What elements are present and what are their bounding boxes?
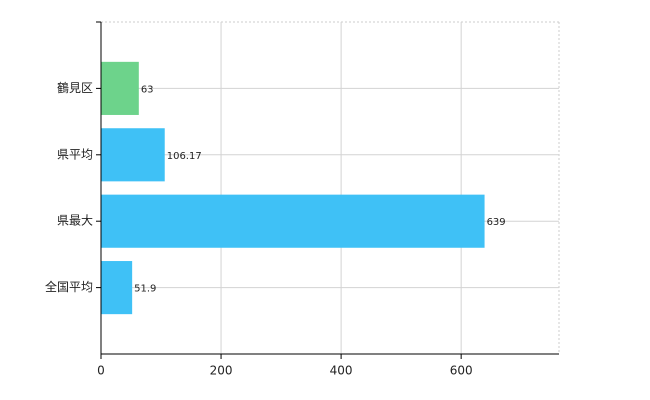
x-tick-label: 400 [330, 364, 353, 378]
value-label: 106.17 [167, 151, 202, 162]
bar [101, 261, 133, 315]
bar [101, 61, 139, 115]
y-tick-label: 県平均 [57, 147, 93, 161]
x-tick-label: 0 [97, 364, 105, 378]
y-tick-label: 全国平均 [45, 279, 93, 294]
x-tick-label: 600 [450, 364, 473, 378]
bar [101, 194, 485, 248]
value-label: 51.9 [134, 284, 156, 295]
value-label: 639 [487, 217, 506, 228]
bar [101, 128, 165, 182]
y-tick-label: 鶴見区 [57, 80, 93, 95]
value-label: 63 [141, 84, 154, 95]
y-tick-label: 県最大 [57, 214, 93, 228]
x-tick-label: 200 [210, 364, 233, 378]
